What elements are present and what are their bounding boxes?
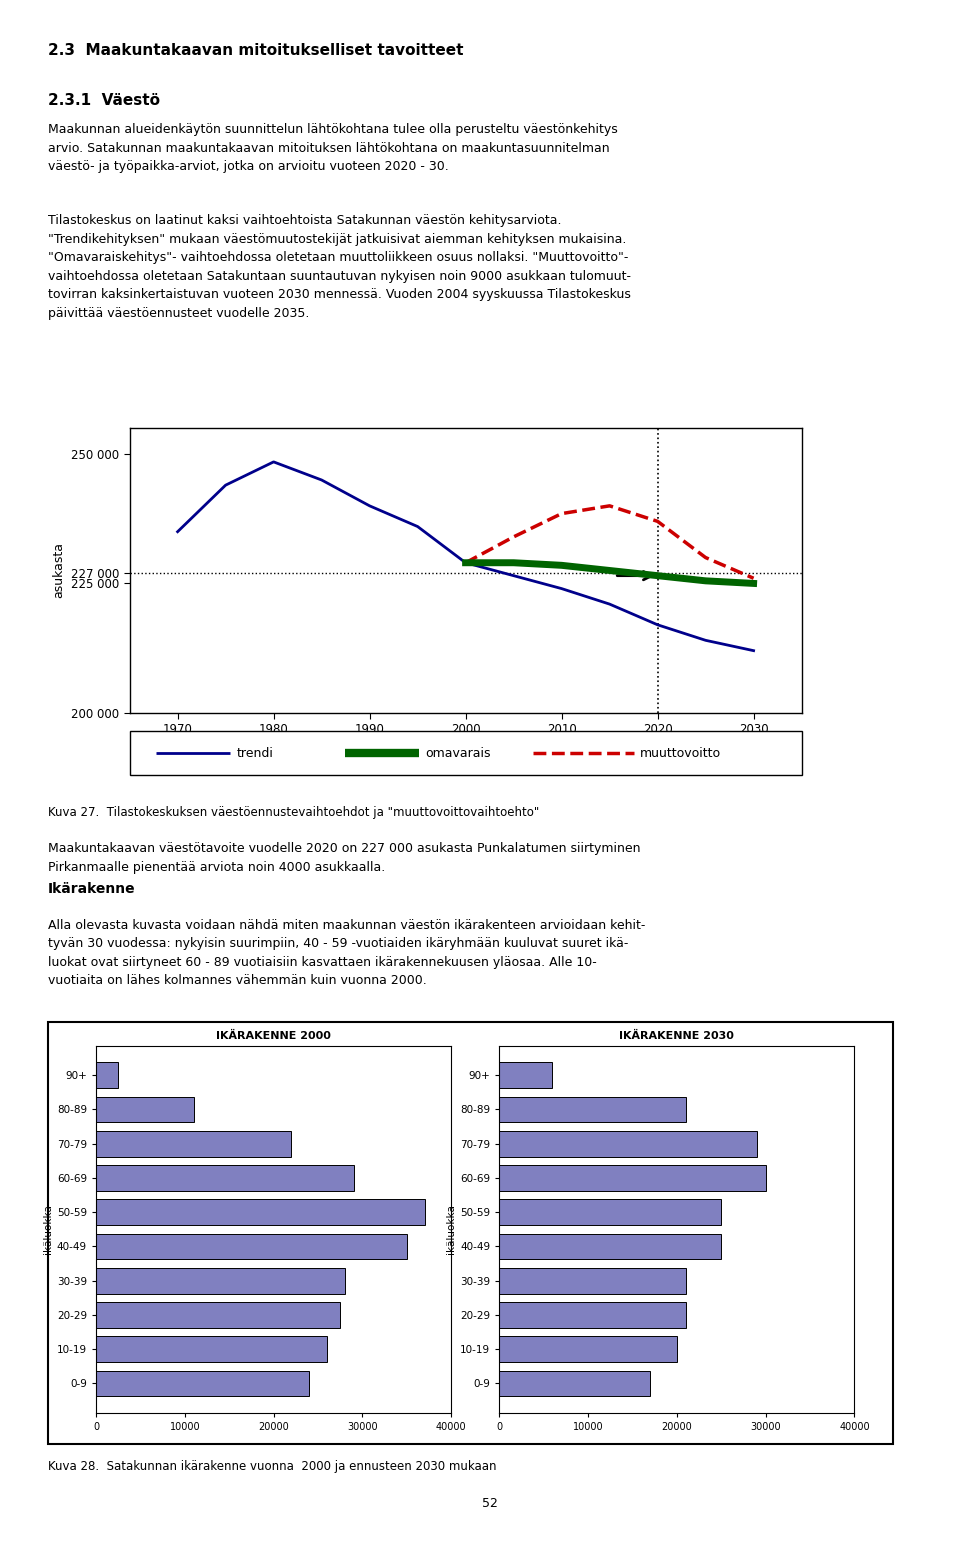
- Title: IKÄRAKENNE 2000: IKÄRAKENNE 2000: [216, 1030, 331, 1041]
- Text: Kuva 28.  Satakunnan ikärakenne vuonna  2000 ja ennusteen 2030 mukaan: Kuva 28. Satakunnan ikärakenne vuonna 20…: [48, 1460, 496, 1472]
- Text: Tilastokeskus on laatinut kaksi vaihtoehtoista Satakunnan väestön kehitysarviota: Tilastokeskus on laatinut kaksi vaihtoeh…: [48, 214, 631, 319]
- Bar: [499, 1199, 721, 1225]
- Text: 52: 52: [482, 1497, 497, 1510]
- Bar: [499, 1268, 685, 1294]
- Bar: [96, 1132, 292, 1157]
- Bar: [499, 1164, 766, 1191]
- Text: Kuva 27.  Tilastokeskuksen väestöennustevaihtoehdot ja "muuttovoittovaihtoehto": Kuva 27. Tilastokeskuksen väestöennustev…: [48, 807, 540, 819]
- Y-axis label: asukasta: asukasta: [52, 542, 65, 599]
- Bar: [499, 1132, 756, 1157]
- Text: 2.3  Maakuntakaavan mitoitukselliset tavoitteet: 2.3 Maakuntakaavan mitoitukselliset tavo…: [48, 42, 464, 58]
- Bar: [96, 1302, 340, 1327]
- Text: Ikärakenne: Ikärakenne: [48, 882, 135, 896]
- Bar: [499, 1097, 685, 1122]
- Bar: [96, 1164, 353, 1191]
- Bar: [96, 1371, 309, 1396]
- Bar: [499, 1063, 553, 1088]
- X-axis label: vuosi: vuosi: [444, 747, 487, 761]
- Title: IKÄRAKENNE 2030: IKÄRAKENNE 2030: [619, 1030, 734, 1041]
- Bar: [499, 1302, 685, 1327]
- Bar: [96, 1199, 424, 1225]
- Text: Alla olevasta kuvasta voidaan nähdä miten maakunnan väestön ikärakenteen arvioid: Alla olevasta kuvasta voidaan nähdä mite…: [48, 919, 645, 988]
- Bar: [96, 1233, 407, 1260]
- Text: muuttovoitto: muuttovoitto: [640, 747, 722, 760]
- Bar: [96, 1268, 345, 1294]
- Y-axis label: ikäluokka: ikäluokka: [445, 1205, 456, 1254]
- Bar: [499, 1233, 721, 1260]
- Bar: [499, 1371, 650, 1396]
- Text: 2.3.1  Väestö: 2.3.1 Väestö: [48, 92, 160, 108]
- Text: trendi: trendi: [237, 747, 274, 760]
- Y-axis label: ikäluokka: ikäluokka: [42, 1205, 53, 1254]
- Bar: [96, 1097, 194, 1122]
- Bar: [96, 1336, 326, 1361]
- Text: Maakunnan alueidenkäytön suunnittelun lähtökohtana tulee olla perusteltu väestön: Maakunnan alueidenkäytön suunnittelun lä…: [48, 123, 617, 173]
- Bar: [96, 1063, 118, 1088]
- Text: omavarais: omavarais: [425, 747, 491, 760]
- Bar: [499, 1336, 677, 1361]
- Text: Maakuntakaavan väestötavoite vuodelle 2020 on 227 000 asukasta Punkalatumen siir: Maakuntakaavan väestötavoite vuodelle 20…: [48, 842, 640, 874]
